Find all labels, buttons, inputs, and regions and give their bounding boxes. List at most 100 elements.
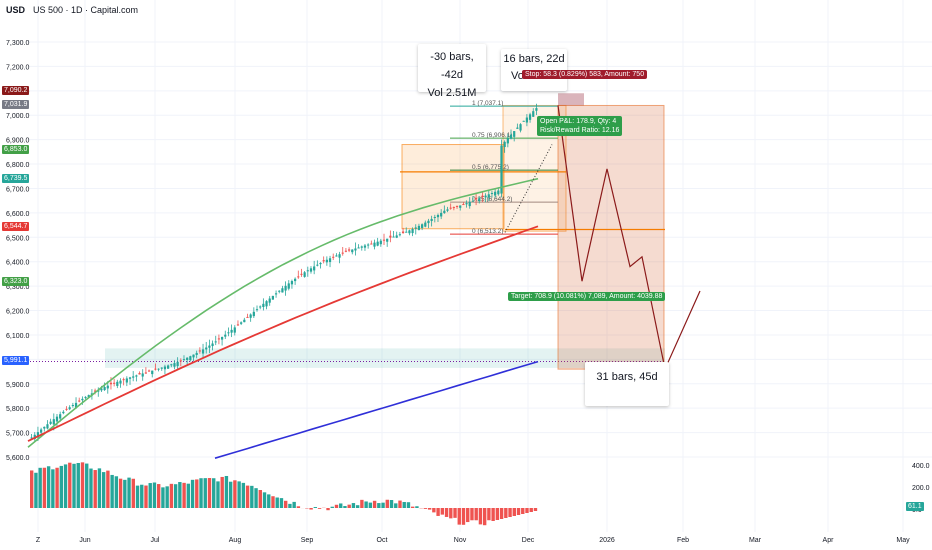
candle-body-137 [465, 203, 468, 205]
range-2-volume: Vo [511, 70, 524, 82]
volume-bar-59 [279, 498, 284, 508]
volume-bar-24 [131, 478, 135, 508]
volume-bar-30 [157, 484, 161, 508]
candle-body-93 [325, 259, 328, 263]
candle-body-128 [436, 214, 440, 218]
volume-bar-29 [152, 482, 157, 508]
candle-body-48 [182, 359, 186, 361]
y-tick-6: 6,700.0 [6, 186, 29, 193]
candle-body-71 [255, 309, 259, 311]
candle-body-132 [449, 207, 452, 209]
candle-body-107 [370, 243, 373, 245]
candle-body-46 [176, 361, 179, 367]
volume-bar-100 [453, 508, 457, 518]
candle-body-142 [481, 195, 484, 197]
currency-label: USD [6, 5, 26, 15]
volume-bar-25 [135, 485, 140, 508]
candle-body-54 [201, 349, 205, 354]
candle-body-67 [243, 319, 246, 323]
candle-body-112 [386, 238, 389, 242]
candle-body-34 [138, 372, 141, 375]
volume-bar-2 [38, 467, 42, 508]
candle-body-20 [93, 390, 97, 392]
candle-body-32 [132, 376, 135, 378]
candle-body-99 [344, 250, 348, 252]
candle-body-153 [516, 127, 519, 129]
volume-bar-44 [216, 481, 220, 508]
volume-bar-104 [470, 508, 474, 521]
volume-bar-72 [334, 504, 339, 508]
candle-body-77 [274, 293, 278, 295]
volume-bar-19 [110, 474, 114, 508]
volume-bar-118 [529, 508, 533, 512]
y-tick-12: 6,100.0 [6, 333, 29, 340]
y-tick-1: 7,200.0 [6, 64, 29, 71]
vol-tick-1: 200.0 [912, 485, 930, 492]
volume-bar-110 [495, 508, 500, 520]
candle-body-131 [446, 209, 449, 211]
x-tick-0: Z [36, 537, 41, 544]
volume-bar-70 [326, 508, 330, 511]
price-tag-5: 6,323.0 [2, 277, 30, 286]
candle-body-3 [40, 429, 43, 433]
volume-bar-26 [140, 484, 144, 508]
candle-body-74 [265, 301, 268, 307]
volume-bar-43 [212, 478, 216, 508]
volume-bar-112 [504, 508, 508, 518]
candle-body-94 [328, 258, 332, 263]
volume-bar-82 [377, 503, 381, 508]
volume-bar-109 [491, 508, 495, 521]
candle-body-61 [224, 334, 227, 337]
support-zone [105, 348, 665, 368]
fib-label-1: 0.75 (6,906.1) [472, 132, 512, 139]
candle-body-55 [205, 347, 208, 350]
candle-body-70 [252, 311, 255, 317]
candle-body-42 [163, 366, 167, 370]
volume-bar-28 [148, 483, 152, 508]
volume-bar-75 [347, 504, 351, 508]
candle-body-15 [78, 400, 81, 402]
candle-body-102 [354, 248, 357, 251]
y-tick-8: 6,500.0 [6, 235, 29, 242]
volume-bar-60 [284, 500, 288, 508]
candle-body-6 [49, 421, 52, 424]
candle-body-85 [300, 273, 303, 275]
candle-body-100 [347, 249, 351, 251]
candle-body-106 [367, 244, 370, 246]
price-tag-6: 5,991.1 [2, 356, 30, 365]
candle-body-60 [220, 336, 224, 340]
volume-bar-47 [228, 481, 233, 508]
candle-body-45 [173, 363, 176, 367]
volume-bar-13 [85, 463, 89, 508]
candle-body-72 [259, 306, 262, 308]
candle-body-69 [249, 314, 252, 318]
volume-bar-73 [339, 503, 343, 508]
ma-red [27, 225, 539, 442]
candle-body-75 [268, 298, 271, 303]
candle-body-135 [459, 205, 462, 208]
volume-bar-113 [508, 508, 512, 517]
volume-bar-78 [360, 499, 364, 508]
candle-body-156 [525, 117, 528, 123]
candle-body-59 [217, 338, 221, 340]
volume-bar-83 [381, 502, 385, 508]
volume-bar-10 [72, 463, 76, 508]
candle-body-8 [55, 416, 59, 422]
volume-bar-55 [262, 492, 267, 508]
symbol-title[interactable]: US 500 · 1D · Capital.com [33, 5, 139, 15]
candle-body-110 [379, 240, 382, 245]
candle-body-52 [195, 352, 198, 355]
volume-bar-18 [106, 470, 110, 508]
candle-body-158 [532, 111, 535, 117]
volume-bar-36 [182, 482, 186, 508]
volume-bar-74 [343, 506, 347, 508]
candle-body-80 [284, 285, 287, 291]
volume-bar-102 [461, 508, 466, 525]
volume-bar-81 [372, 500, 377, 508]
candle-body-16 [81, 398, 84, 401]
candle-body-123 [421, 224, 424, 229]
candle-body-87 [306, 270, 309, 272]
price-tag-0: 7,090.2 [2, 86, 30, 95]
x-tick-1: Jun [79, 537, 90, 544]
